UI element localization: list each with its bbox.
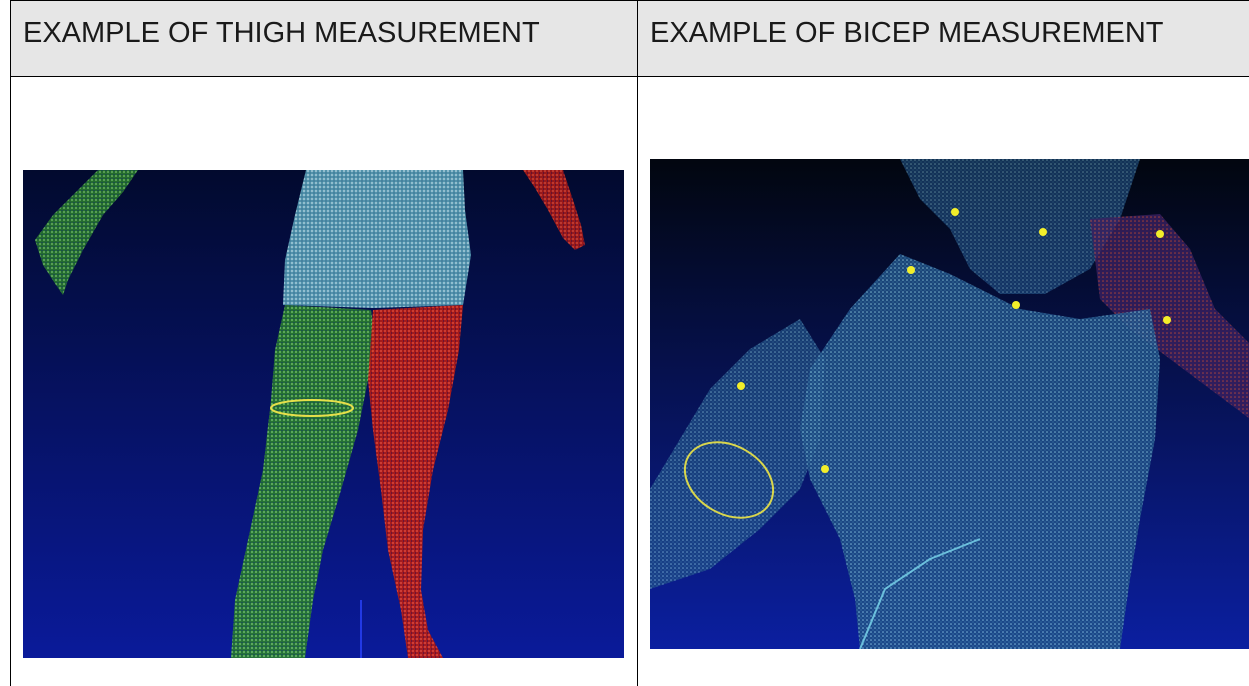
head-shape xyxy=(900,159,1140,294)
thigh-scan-image xyxy=(23,170,624,658)
landmark-marker xyxy=(821,465,829,473)
left-leg-shape xyxy=(231,305,375,658)
left-arm-shape xyxy=(35,170,138,295)
landmark-marker xyxy=(737,382,745,390)
landmark-marker xyxy=(1012,301,1020,309)
thigh-header: EXAMPLE OF THIGH MEASUREMENT xyxy=(23,17,540,49)
image-row xyxy=(10,76,1249,686)
bicep-arm-shape xyxy=(650,319,825,589)
landmark-marker xyxy=(1163,316,1171,324)
landmark-marker xyxy=(907,266,915,274)
thigh-image-cell xyxy=(10,76,638,686)
header-row: EXAMPLE OF THIGH MEASUREMENT EXAMPLE OF … xyxy=(10,0,1249,77)
right-arm-shape xyxy=(523,170,585,250)
header-cell-bicep: EXAMPLE OF BICEP MEASUREMENT xyxy=(637,0,1249,77)
torso-shape xyxy=(283,170,471,308)
right-leg-shape xyxy=(368,305,463,658)
bicep-scan-image xyxy=(650,159,1249,649)
landmark-marker xyxy=(951,208,959,216)
header-cell-thigh: EXAMPLE OF THIGH MEASUREMENT xyxy=(10,0,638,77)
bicep-header: EXAMPLE OF BICEP MEASUREMENT xyxy=(650,17,1164,49)
measurement-table: EXAMPLE OF THIGH MEASUREMENT EXAMPLE OF … xyxy=(10,0,1249,686)
body-shape xyxy=(800,254,1160,649)
landmark-marker xyxy=(1156,230,1164,238)
thigh-measurement-ring xyxy=(270,399,354,417)
arm-red-shape xyxy=(1090,214,1249,419)
bicep-measurement-ring xyxy=(683,441,775,519)
bicep-image-cell xyxy=(637,76,1249,686)
landmark-marker xyxy=(1039,228,1047,236)
